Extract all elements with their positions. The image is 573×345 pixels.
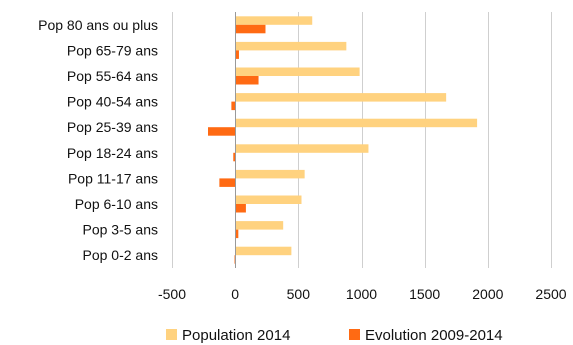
- legend-label: Population 2014: [182, 327, 290, 344]
- bar-population-2014: [235, 169, 305, 179]
- category-label: Pop 11-17 ans: [68, 170, 158, 186]
- gridlines: [172, 12, 552, 268]
- legend-swatch: [166, 329, 177, 340]
- x-tick-label: 500: [287, 286, 311, 302]
- bar-population-2014: [235, 144, 369, 153]
- legend-label: Evolution 2009-2014: [365, 327, 503, 344]
- category-label: Pop 40-54 ans: [67, 94, 158, 110]
- category-labels: Pop 80 ans ou plus Pop 65-79 ans Pop 55-64…: [38, 17, 158, 263]
- bar-evolution-2009-2014: [235, 50, 239, 59]
- category-label: Pop 6-10 ans: [75, 196, 158, 212]
- tick-labels: -500 0 500 1000 1500 2000 2500: [158, 286, 567, 302]
- legend: Population 2014 Evolution 2009-2014: [166, 327, 503, 344]
- x-tick-label: 2000: [472, 286, 503, 302]
- category-label: Pop 65-79 ans: [67, 42, 158, 58]
- category-label: Pop 3-5 ans: [83, 222, 159, 238]
- bar-evolution-2009-2014: [235, 204, 246, 213]
- bars: [208, 16, 478, 264]
- x-tick-label: 0: [231, 286, 239, 302]
- bar-population-2014: [235, 195, 302, 204]
- bar-population-2014: [235, 67, 360, 76]
- x-tick-label: 1000: [346, 286, 377, 302]
- bar-evolution-2009-2014: [235, 229, 239, 239]
- x-tick-label: -500: [158, 286, 186, 302]
- bar-population-2014: [235, 246, 292, 256]
- bar-evolution-2009-2014: [233, 152, 236, 162]
- category-label: Pop 80 ans ou plus: [38, 17, 158, 33]
- legend-swatch: [349, 329, 360, 340]
- bar-population-2014: [235, 93, 447, 102]
- category-label: Pop 0-2 ans: [83, 247, 159, 263]
- bar-evolution-2009-2014: [219, 178, 236, 187]
- bar-evolution-2009-2014: [208, 127, 236, 136]
- bar-population-2014: [235, 221, 284, 230]
- bar-population-2014: [235, 41, 347, 51]
- x-tick-label: 2500: [535, 286, 566, 302]
- category-label: Pop 25-39 ans: [67, 119, 158, 135]
- bar-evolution-2009-2014: [235, 24, 266, 34]
- category-label: Pop 18-24 ans: [67, 145, 158, 161]
- bar-evolution-2009-2014: [235, 76, 259, 85]
- x-tick-label: 1500: [409, 286, 440, 302]
- bar-population-2014: [235, 16, 313, 25]
- category-label: Pop 55-64 ans: [67, 68, 158, 84]
- bar-evolution-2009-2014: [231, 101, 236, 111]
- bar-population-2014: [235, 118, 478, 128]
